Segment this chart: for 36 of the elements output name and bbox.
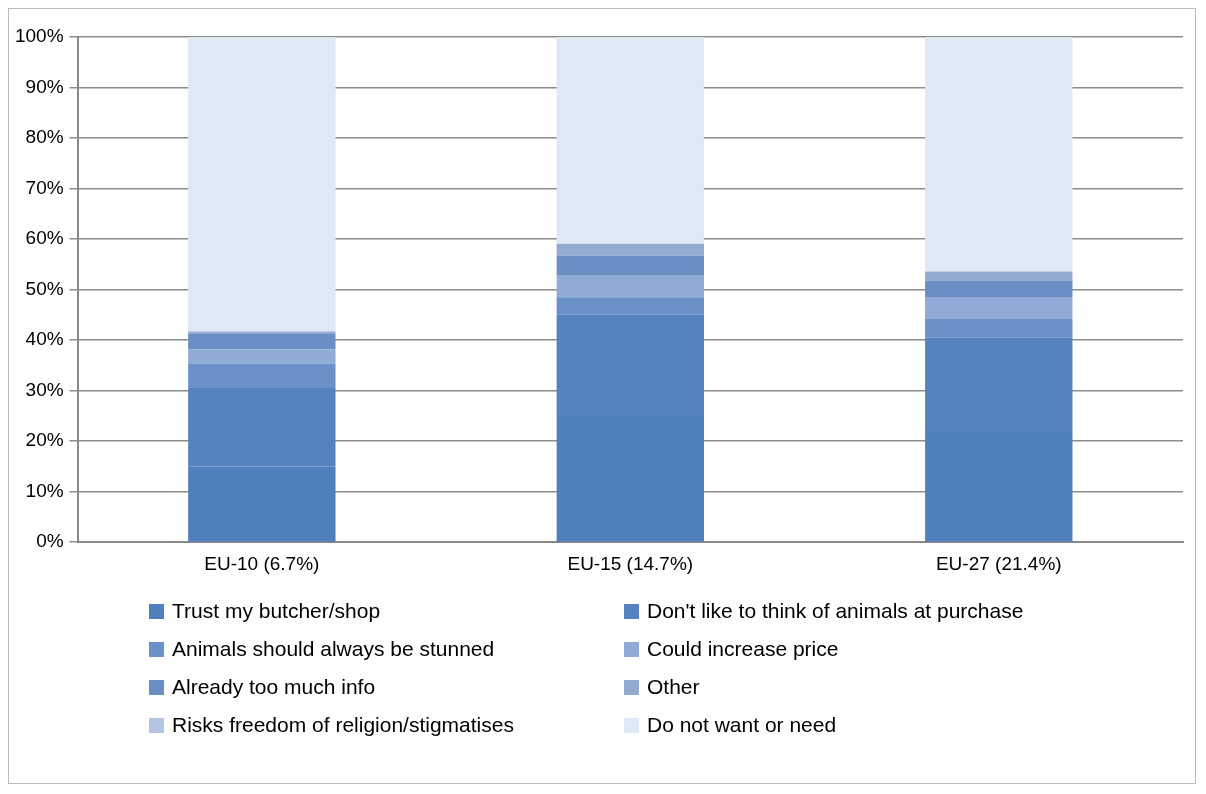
y-tick-label: 20% [25, 429, 64, 451]
legend-label: Don't like to think of animals at purchase [647, 599, 1024, 623]
bar [556, 37, 704, 244]
y-tick-label: 40% [25, 328, 64, 350]
legend-label: Could increase price [647, 637, 839, 661]
y-tick-label: 90% [25, 75, 64, 97]
bar [556, 243, 704, 256]
bar [188, 363, 336, 389]
bar [925, 297, 1073, 319]
bar [925, 271, 1073, 281]
legend-label: Other [647, 675, 700, 699]
bar [188, 334, 336, 350]
bar [556, 255, 704, 275]
bar [925, 37, 1073, 272]
legend-label: Already too much info [172, 675, 376, 699]
bar [556, 297, 704, 315]
bar [188, 37, 336, 332]
x-tick-label: EU-10 (6.7%) [204, 552, 320, 574]
y-tick-label: 30% [25, 378, 64, 400]
y-tick-label: 60% [25, 227, 64, 249]
bar [925, 280, 1073, 298]
x-tick-label: EU-15 (14.7%) [567, 552, 694, 574]
bar [925, 318, 1073, 338]
y-tick-label: 80% [25, 126, 64, 148]
y-tick-label: 0% [36, 530, 64, 552]
legend-label: Risks freedom of religion/stigmatises [172, 713, 514, 737]
y-tick-label: 10% [25, 479, 64, 501]
bar [556, 274, 704, 298]
y-tick-label: 100% [14, 25, 64, 47]
y-tick-label: 70% [25, 176, 64, 198]
legend-label: Animals should always be stunned [172, 637, 495, 661]
legend-label: Do not want or need [647, 713, 837, 737]
x-tick-label: EU-27 (21.4%) [935, 552, 1062, 574]
legend-label: Trust my butcher/shop [172, 599, 381, 623]
bar [188, 349, 336, 364]
y-tick-label: 50% [25, 277, 64, 299]
